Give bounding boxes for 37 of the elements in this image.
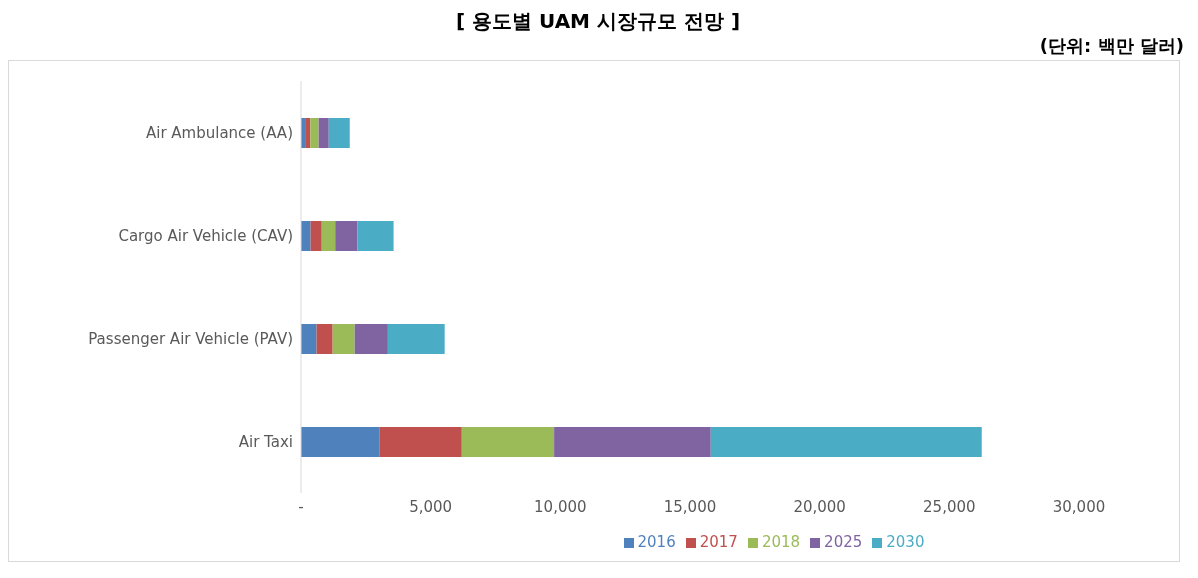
bar	[321, 221, 336, 251]
bar	[310, 221, 322, 251]
legend-label: 2017	[699, 533, 738, 551]
x-tick-label: 5,000	[409, 497, 453, 516]
y-tick-label: Cargo Air Vehicle (CAV)	[118, 226, 293, 245]
bar	[328, 118, 350, 148]
x-tick-label: 25,000	[923, 497, 976, 516]
bar	[332, 324, 355, 354]
y-tick-label: Air Taxi	[238, 432, 293, 451]
bar	[310, 118, 319, 148]
chart-subtitle: (단위: 백만 달러)	[1038, 34, 1185, 58]
x-tick-label: 20,000	[793, 497, 846, 516]
y-tick-label: Air Ambulance (AA)	[145, 123, 293, 142]
x-tick-label: 10,000	[534, 497, 587, 516]
legend-label: 2030	[886, 533, 925, 551]
bar	[379, 427, 462, 457]
legend-label: 2016	[637, 533, 676, 551]
legend-label: 2018	[761, 533, 801, 551]
bar	[316, 324, 333, 354]
x-tick-label: -	[298, 497, 304, 516]
bar	[301, 324, 317, 354]
bar	[387, 324, 445, 354]
bar	[301, 221, 311, 251]
bar	[354, 324, 388, 354]
bar	[335, 221, 358, 251]
y-tick-label: Passenger Air Vehicle (PAV)	[88, 329, 293, 348]
bar	[301, 427, 380, 457]
x-tick-label: 15,000	[663, 497, 717, 516]
x-tick-label: 30,000	[1052, 497, 1106, 516]
bar	[461, 427, 555, 457]
legend-label: 2025	[824, 533, 863, 551]
chart-title: [ 용도별 UAM 시장규모 전망 ]	[454, 8, 742, 34]
bar	[318, 118, 329, 148]
bar	[305, 118, 311, 148]
bar	[554, 427, 711, 457]
bar	[710, 427, 982, 457]
bar	[357, 221, 394, 251]
